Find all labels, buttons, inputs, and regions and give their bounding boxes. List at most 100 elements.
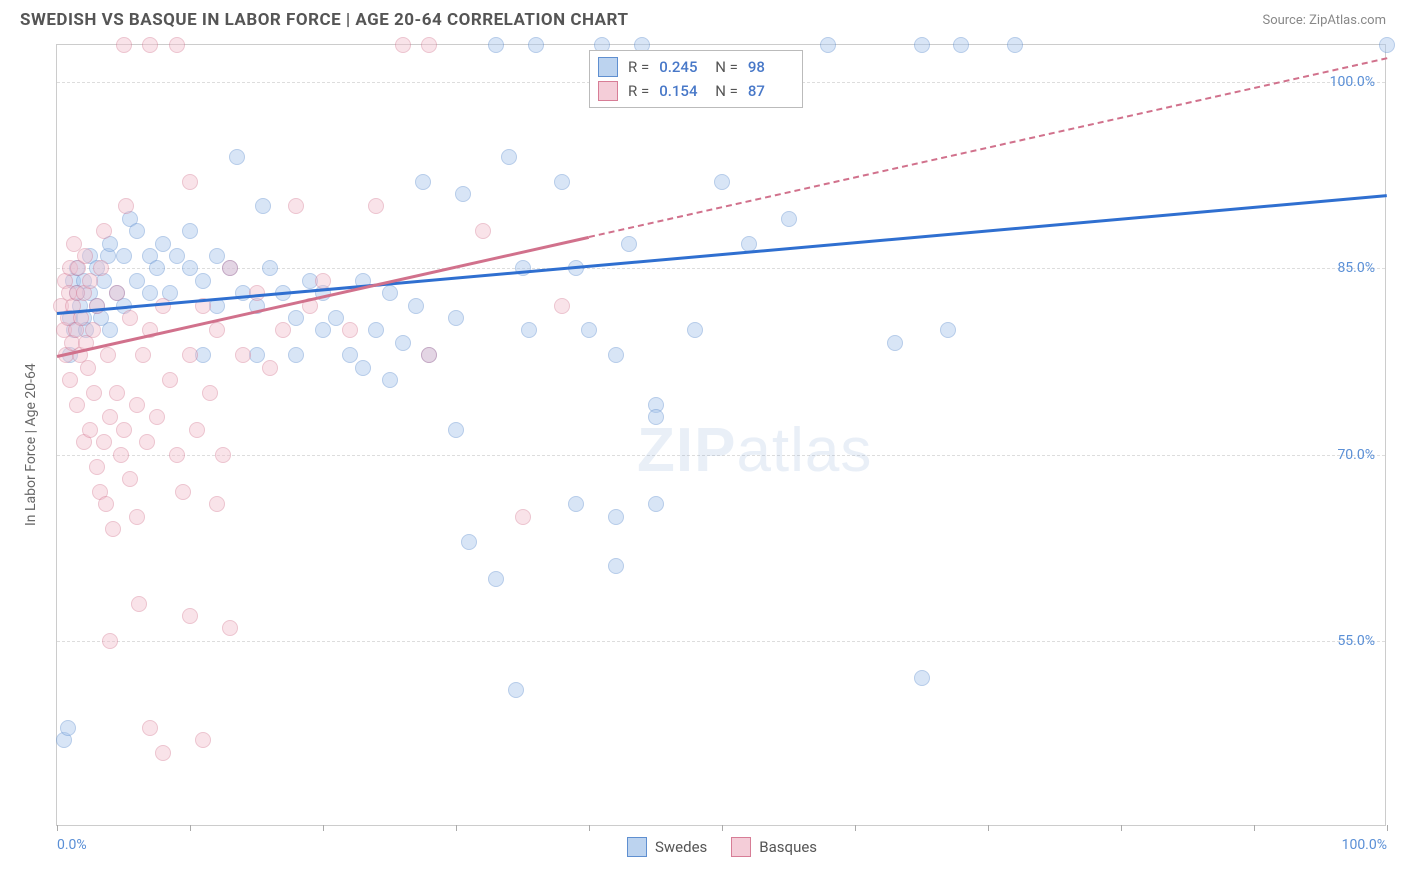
data-point (98, 496, 114, 512)
data-point (421, 37, 437, 53)
data-point (288, 198, 304, 214)
data-point (255, 198, 271, 214)
data-point (355, 360, 371, 376)
data-point (209, 322, 225, 338)
data-point (648, 496, 664, 512)
y-tick-label: 70.0% (1337, 447, 1375, 463)
data-point (415, 174, 431, 190)
data-point (914, 670, 930, 686)
data-point (102, 633, 118, 649)
data-point (96, 223, 112, 239)
data-point (568, 496, 584, 512)
data-point (608, 347, 624, 363)
gridline (57, 641, 1385, 642)
data-point (118, 198, 134, 214)
data-point (342, 347, 358, 363)
data-point (687, 322, 703, 338)
data-point (86, 385, 102, 401)
data-point (116, 248, 132, 264)
data-point (953, 37, 969, 53)
data-point (113, 447, 129, 463)
data-point (528, 37, 544, 53)
data-point (1007, 37, 1023, 53)
data-point (488, 571, 504, 587)
chart-title: SWEDISH VS BASQUE IN LABOR FORCE | AGE 2… (20, 10, 629, 30)
data-point (288, 347, 304, 363)
data-point (131, 596, 147, 612)
x-tick (589, 825, 590, 831)
x-tick (57, 825, 58, 831)
data-point (129, 273, 145, 289)
data-point (215, 447, 231, 463)
data-point (940, 322, 956, 338)
data-point (80, 360, 96, 376)
trend-line (57, 236, 590, 358)
y-axis-label: In Labor Force | Age 20-64 (23, 363, 39, 526)
data-point (368, 198, 384, 214)
data-point (515, 509, 531, 525)
data-point (820, 37, 836, 53)
data-point (139, 434, 155, 450)
data-point (175, 484, 191, 500)
data-point (508, 682, 524, 698)
stat-n-value: 98 (748, 58, 794, 76)
data-point (262, 260, 278, 276)
data-point (122, 310, 138, 326)
data-point (209, 248, 225, 264)
data-point (169, 248, 185, 264)
data-point (521, 322, 537, 338)
x-tick (855, 825, 856, 831)
data-point (581, 322, 597, 338)
stat-n-label: N = (715, 58, 738, 76)
data-point (142, 285, 158, 301)
stat-r-label: R = (628, 58, 649, 76)
trend-line (57, 194, 1387, 315)
data-point (262, 360, 278, 376)
data-point (142, 37, 158, 53)
stats-legend-row: R =0.245N =98 (598, 55, 794, 79)
y-tick-label: 55.0% (1337, 633, 1375, 649)
data-point (887, 335, 903, 351)
data-point (189, 422, 205, 438)
data-point (488, 37, 504, 53)
plot-surface: 55.0%70.0%85.0%100.0%0.0%100.0%In Labor … (57, 45, 1385, 825)
data-point (109, 385, 125, 401)
data-point (102, 322, 118, 338)
data-point (229, 149, 245, 165)
data-point (102, 409, 118, 425)
legend-label: Basques (759, 838, 817, 856)
data-point (149, 409, 165, 425)
data-point (608, 509, 624, 525)
data-point (501, 149, 517, 165)
gridline (57, 455, 1385, 456)
data-point (89, 459, 105, 475)
data-point (182, 608, 198, 624)
data-point (62, 372, 78, 388)
legend-label: Swedes (655, 838, 707, 856)
x-tick-label: 100.0% (1342, 837, 1387, 853)
data-point (368, 322, 384, 338)
data-point (1379, 37, 1395, 53)
gridline (57, 268, 1385, 269)
data-point (382, 372, 398, 388)
data-point (461, 534, 477, 550)
data-point (395, 37, 411, 53)
data-point (455, 186, 471, 202)
data-point (315, 322, 331, 338)
stats-legend-row: R =0.154N =87 (598, 79, 794, 103)
chart-area: 55.0%70.0%85.0%100.0%0.0%100.0%In Labor … (56, 44, 1386, 826)
data-point (122, 471, 138, 487)
data-point (96, 434, 112, 450)
data-point (162, 372, 178, 388)
data-point (182, 260, 198, 276)
data-point (155, 236, 171, 252)
data-point (149, 260, 165, 276)
data-point (182, 174, 198, 190)
data-point (328, 310, 344, 326)
data-point (222, 260, 238, 276)
data-point (69, 397, 85, 413)
legend-item: Swedes (627, 837, 707, 857)
data-point (129, 223, 145, 239)
data-point (182, 223, 198, 239)
data-point (129, 397, 145, 413)
